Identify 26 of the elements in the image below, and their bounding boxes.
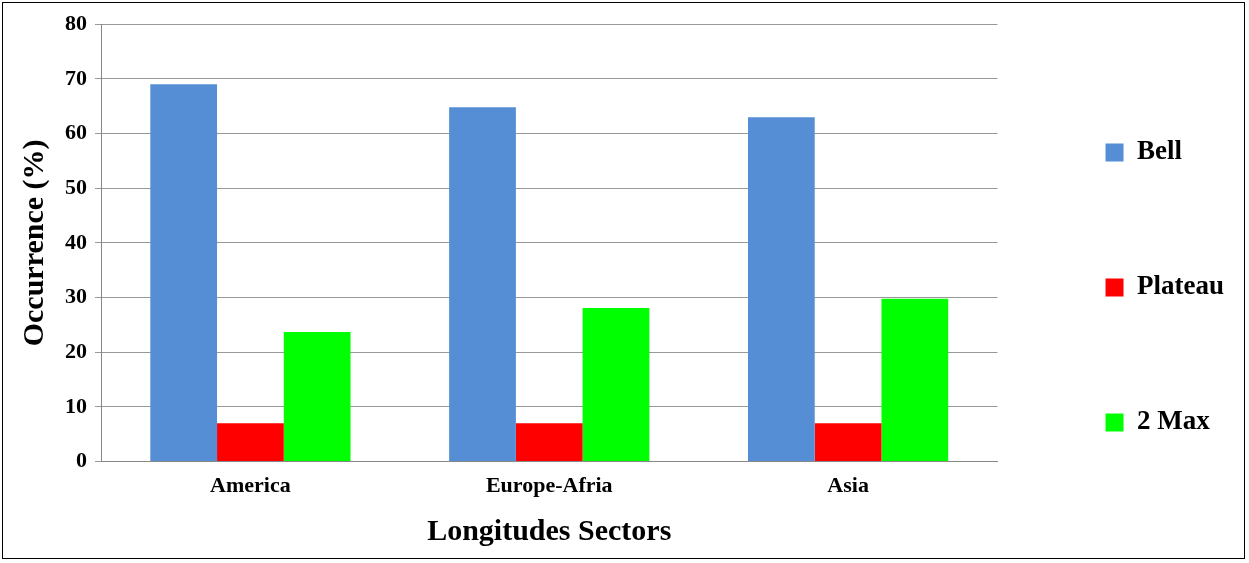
y-axis-title: Occurrence (%) — [15, 139, 50, 347]
y-tick-label: 70 — [65, 64, 87, 90]
legend-label: 2 Max — [1137, 405, 1211, 436]
y-tick-label: 50 — [65, 173, 87, 199]
y-tick-label: 80 — [65, 9, 87, 35]
y-tick-label: 10 — [65, 392, 87, 418]
y-tick-label: 40 — [65, 228, 87, 254]
bar — [449, 107, 516, 462]
x-axis-title: Longitudes Sectors — [427, 512, 672, 546]
bar — [814, 423, 882, 462]
bar — [881, 298, 949, 462]
y-tick-label: 20 — [65, 337, 87, 363]
bar — [747, 117, 815, 462]
legend-label: Plateau — [1137, 270, 1225, 301]
bar — [150, 84, 218, 462]
bar — [582, 307, 650, 462]
bar — [515, 423, 583, 462]
x-tick-label: Asia — [827, 472, 869, 498]
x-tick-label: Europe-Afria — [485, 472, 613, 498]
bar — [217, 423, 284, 462]
y-tick-label: 60 — [65, 119, 87, 145]
y-tick-label: 0 — [76, 447, 87, 473]
x-tick-label: America — [210, 472, 291, 498]
bar — [283, 332, 351, 462]
y-tick-label: 30 — [65, 283, 87, 309]
legend-label: Bell — [1137, 135, 1183, 166]
